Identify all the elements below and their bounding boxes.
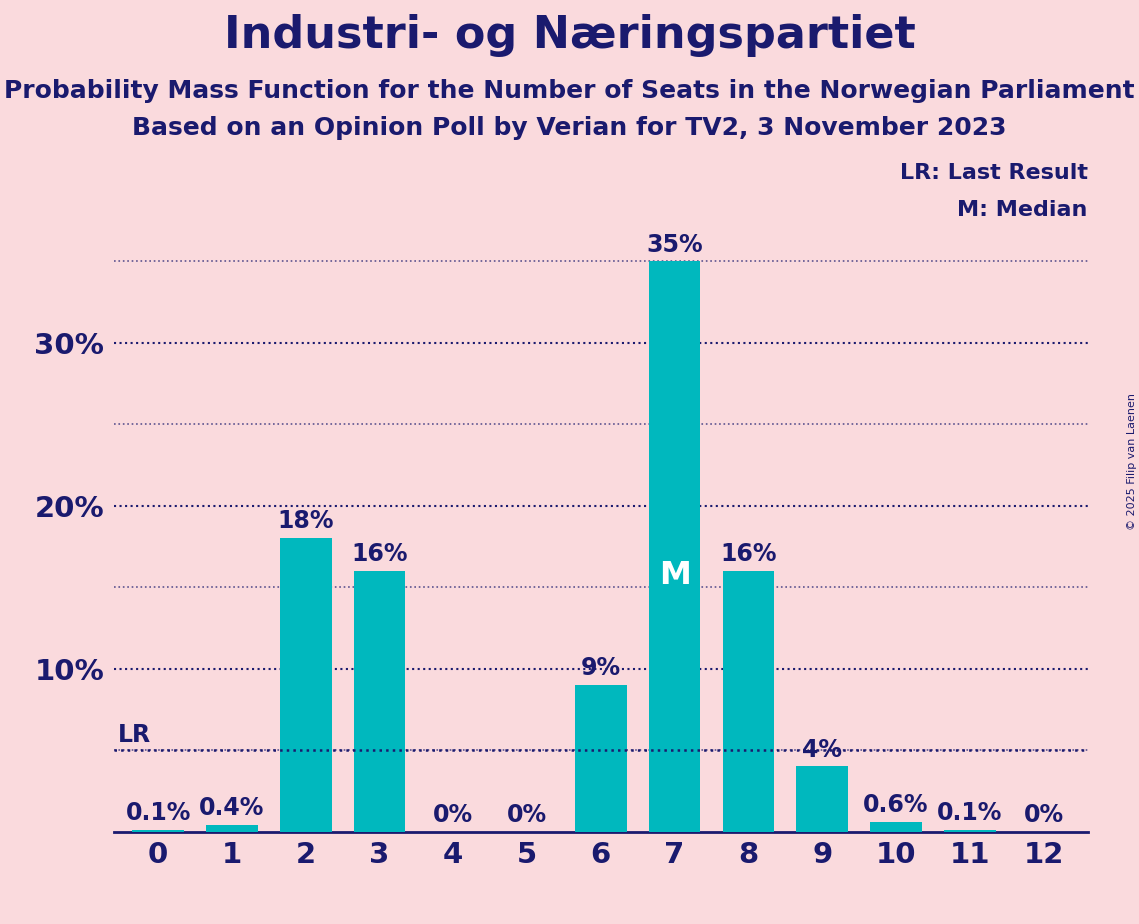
Bar — [132, 830, 185, 832]
Text: 18%: 18% — [278, 509, 334, 533]
Bar — [354, 571, 405, 832]
Text: © 2025 Filip van Laenen: © 2025 Filip van Laenen — [1126, 394, 1137, 530]
Text: M: Median: M: Median — [958, 201, 1088, 220]
Text: 0%: 0% — [507, 803, 547, 827]
Bar — [575, 685, 626, 832]
Bar — [280, 539, 331, 832]
Text: Probability Mass Function for the Number of Seats in the Norwegian Parliament: Probability Mass Function for the Number… — [5, 79, 1134, 103]
Text: 0%: 0% — [433, 803, 474, 827]
Text: 0.4%: 0.4% — [199, 796, 264, 821]
Text: 16%: 16% — [351, 542, 408, 566]
Text: 0.6%: 0.6% — [863, 793, 928, 817]
Text: 0.1%: 0.1% — [125, 801, 191, 825]
Bar — [870, 821, 921, 832]
Bar — [796, 766, 847, 832]
Text: Based on an Opinion Poll by Verian for TV2, 3 November 2023: Based on an Opinion Poll by Verian for T… — [132, 116, 1007, 140]
Text: M: M — [658, 560, 690, 590]
Text: LR: LR — [117, 723, 150, 747]
Text: 4%: 4% — [802, 737, 842, 761]
Text: 0.1%: 0.1% — [937, 801, 1002, 825]
Text: 35%: 35% — [646, 233, 703, 257]
Bar — [722, 571, 775, 832]
Bar — [649, 261, 700, 832]
Bar — [944, 830, 995, 832]
Text: 0%: 0% — [1024, 803, 1064, 827]
Text: LR: Last Result: LR: Last Result — [900, 163, 1088, 183]
Text: 16%: 16% — [720, 542, 777, 566]
Bar — [206, 825, 257, 832]
Text: 9%: 9% — [581, 656, 621, 680]
Text: Industri- og Næringspartiet: Industri- og Næringspartiet — [223, 14, 916, 57]
